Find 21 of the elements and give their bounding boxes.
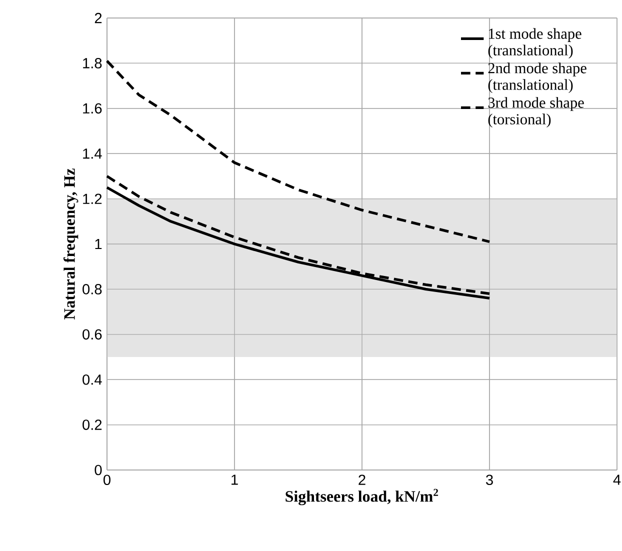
y-tick-label: 0.4 xyxy=(82,374,102,385)
x-tick-label: 3 xyxy=(486,474,493,486)
x-tick-label: 1 xyxy=(232,474,238,485)
y-tick-label: 0.2 xyxy=(82,420,102,430)
y-tick-label: 1.4 xyxy=(83,148,102,159)
y-tick-label: 0.6 xyxy=(82,329,102,340)
y-axis-title: Natural frequency, Hz xyxy=(64,168,78,320)
x-tick-label: 2 xyxy=(358,474,366,485)
y-tick-label: 1.8 xyxy=(83,58,102,68)
y-tick-label: 2 xyxy=(94,12,102,24)
legend-label: 1st mode shape (translational) xyxy=(488,28,582,59)
y-tick-label: 1.6 xyxy=(83,103,102,114)
y-tick-label: 0 xyxy=(94,464,102,476)
y-tick-label: 1.2 xyxy=(83,194,102,204)
x-tick-label: 4 xyxy=(613,474,621,485)
x-axis-title: Sightseers load, kN/m$^{2}$ xyxy=(286,488,438,506)
legend-label: 2nd mode shape (translational) xyxy=(488,62,586,94)
y-tick-label: 1 xyxy=(95,238,102,250)
legend-label: 3rd mode shape (torsional) xyxy=(488,97,584,128)
y-tick-label: 0.8 xyxy=(82,284,102,294)
x-tick-label: 0 xyxy=(104,474,110,486)
